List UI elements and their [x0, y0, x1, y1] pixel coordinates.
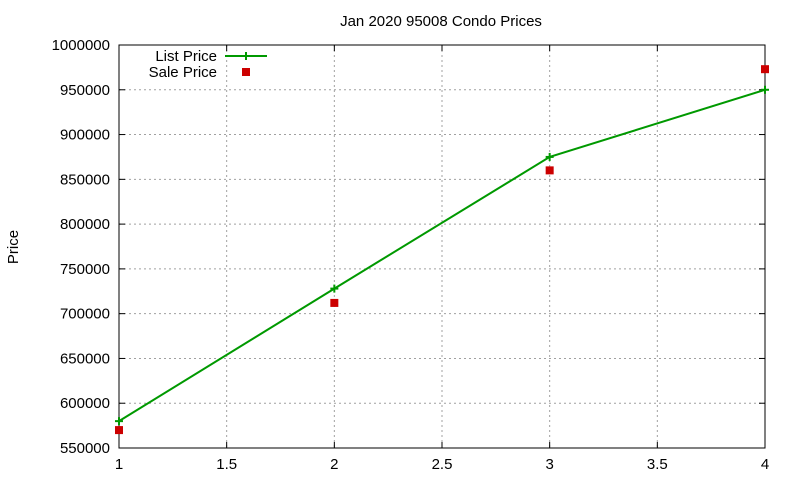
chart-title: Jan 2020 95008 Condo Prices	[340, 13, 542, 30]
legend-marker	[242, 52, 250, 60]
y-tick-label: 600000	[60, 395, 110, 412]
y-tick-label: 550000	[60, 440, 110, 457]
x-tick-label: 2.5	[432, 456, 453, 473]
data-point	[330, 284, 339, 293]
legend-label: List Price	[155, 48, 217, 65]
legend-marker	[242, 68, 250, 76]
y-tick-label: 800000	[60, 216, 110, 233]
x-tick-label: 4	[761, 456, 769, 473]
legend-label: Sale Price	[149, 64, 217, 81]
series-line	[118, 88, 766, 422]
legend-entry: List Price	[155, 48, 267, 65]
x-tick-label: 3	[545, 456, 553, 473]
grid-layer	[119, 45, 765, 448]
data-point	[330, 298, 339, 307]
x-tick-label: 1.5	[216, 456, 237, 473]
series-list-price	[115, 85, 769, 426]
x-tick-label: 2	[330, 456, 338, 473]
y-tick-label: 850000	[60, 171, 110, 188]
data-point	[115, 426, 123, 435]
x-tick-label: 1	[115, 456, 123, 473]
x-tick-label: 3.5	[647, 456, 668, 473]
series-layer	[115, 65, 769, 435]
y-axis-label: Price	[5, 230, 22, 264]
y-tick-label: 650000	[60, 350, 110, 367]
plot-frame	[118, 44, 766, 449]
y-tick-label: 750000	[60, 261, 110, 278]
legend-entry: Sale Price	[149, 64, 250, 81]
y-tick-label: 900000	[60, 127, 110, 144]
y-tick-label: 700000	[60, 306, 110, 323]
y-tick-label: 950000	[60, 82, 110, 99]
series-sale-price	[115, 65, 769, 435]
data-point	[545, 152, 554, 161]
y-tick-label: 1000000	[52, 37, 110, 54]
data-point	[761, 65, 769, 74]
data-point	[115, 417, 123, 426]
tick-layer: 550000 600000 650000 700000 750000 800000 8500…	[52, 37, 770, 473]
data-point	[761, 85, 769, 94]
data-point	[545, 166, 554, 175]
